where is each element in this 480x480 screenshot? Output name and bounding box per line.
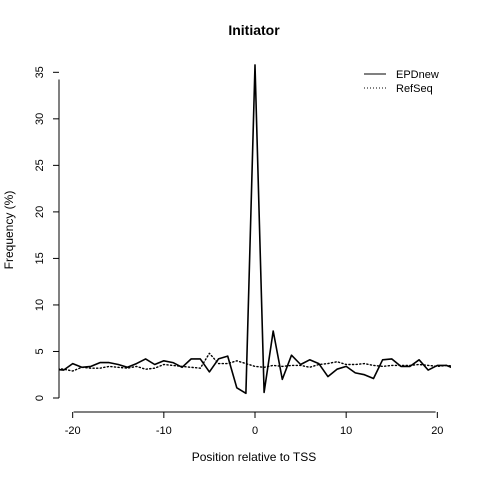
legend-label-refseq: RefSeq xyxy=(396,83,433,95)
x-axis-ticks: -20 -10 0 10 20 xyxy=(65,412,443,437)
x-tick-label: -20 xyxy=(65,425,81,437)
x-tick-label: 10 xyxy=(340,425,352,437)
x-tick-label: 20 xyxy=(431,425,443,437)
y-tick-label: 20 xyxy=(34,206,46,218)
legend: EPDnew RefSeq xyxy=(364,69,439,95)
y-tick-label: 30 xyxy=(34,113,46,125)
y-tick-label: 0 xyxy=(34,395,46,401)
y-tick-label: 15 xyxy=(34,252,46,264)
y-tick-label: 35 xyxy=(34,66,46,78)
plot-area-frame xyxy=(59,63,451,398)
series-line-epdnew xyxy=(59,64,451,395)
x-tick-label: 0 xyxy=(252,425,258,437)
x-axis-label: Position relative to TSS xyxy=(192,450,317,464)
y-axis-label: Frequency (%) xyxy=(2,191,16,270)
series-layer xyxy=(59,64,451,395)
y-tick-label: 10 xyxy=(34,299,46,311)
y-tick-label: 25 xyxy=(34,159,46,171)
y-tick-label: 5 xyxy=(34,348,46,354)
x-tick-label: -10 xyxy=(156,425,172,437)
y-axis-ticks: 0 5 10 15 20 25 30 35 xyxy=(34,66,59,401)
series-line-refseq xyxy=(59,352,451,372)
chart-title: Initiator xyxy=(228,22,280,38)
legend-label-epdnew: EPDnew xyxy=(396,69,439,81)
